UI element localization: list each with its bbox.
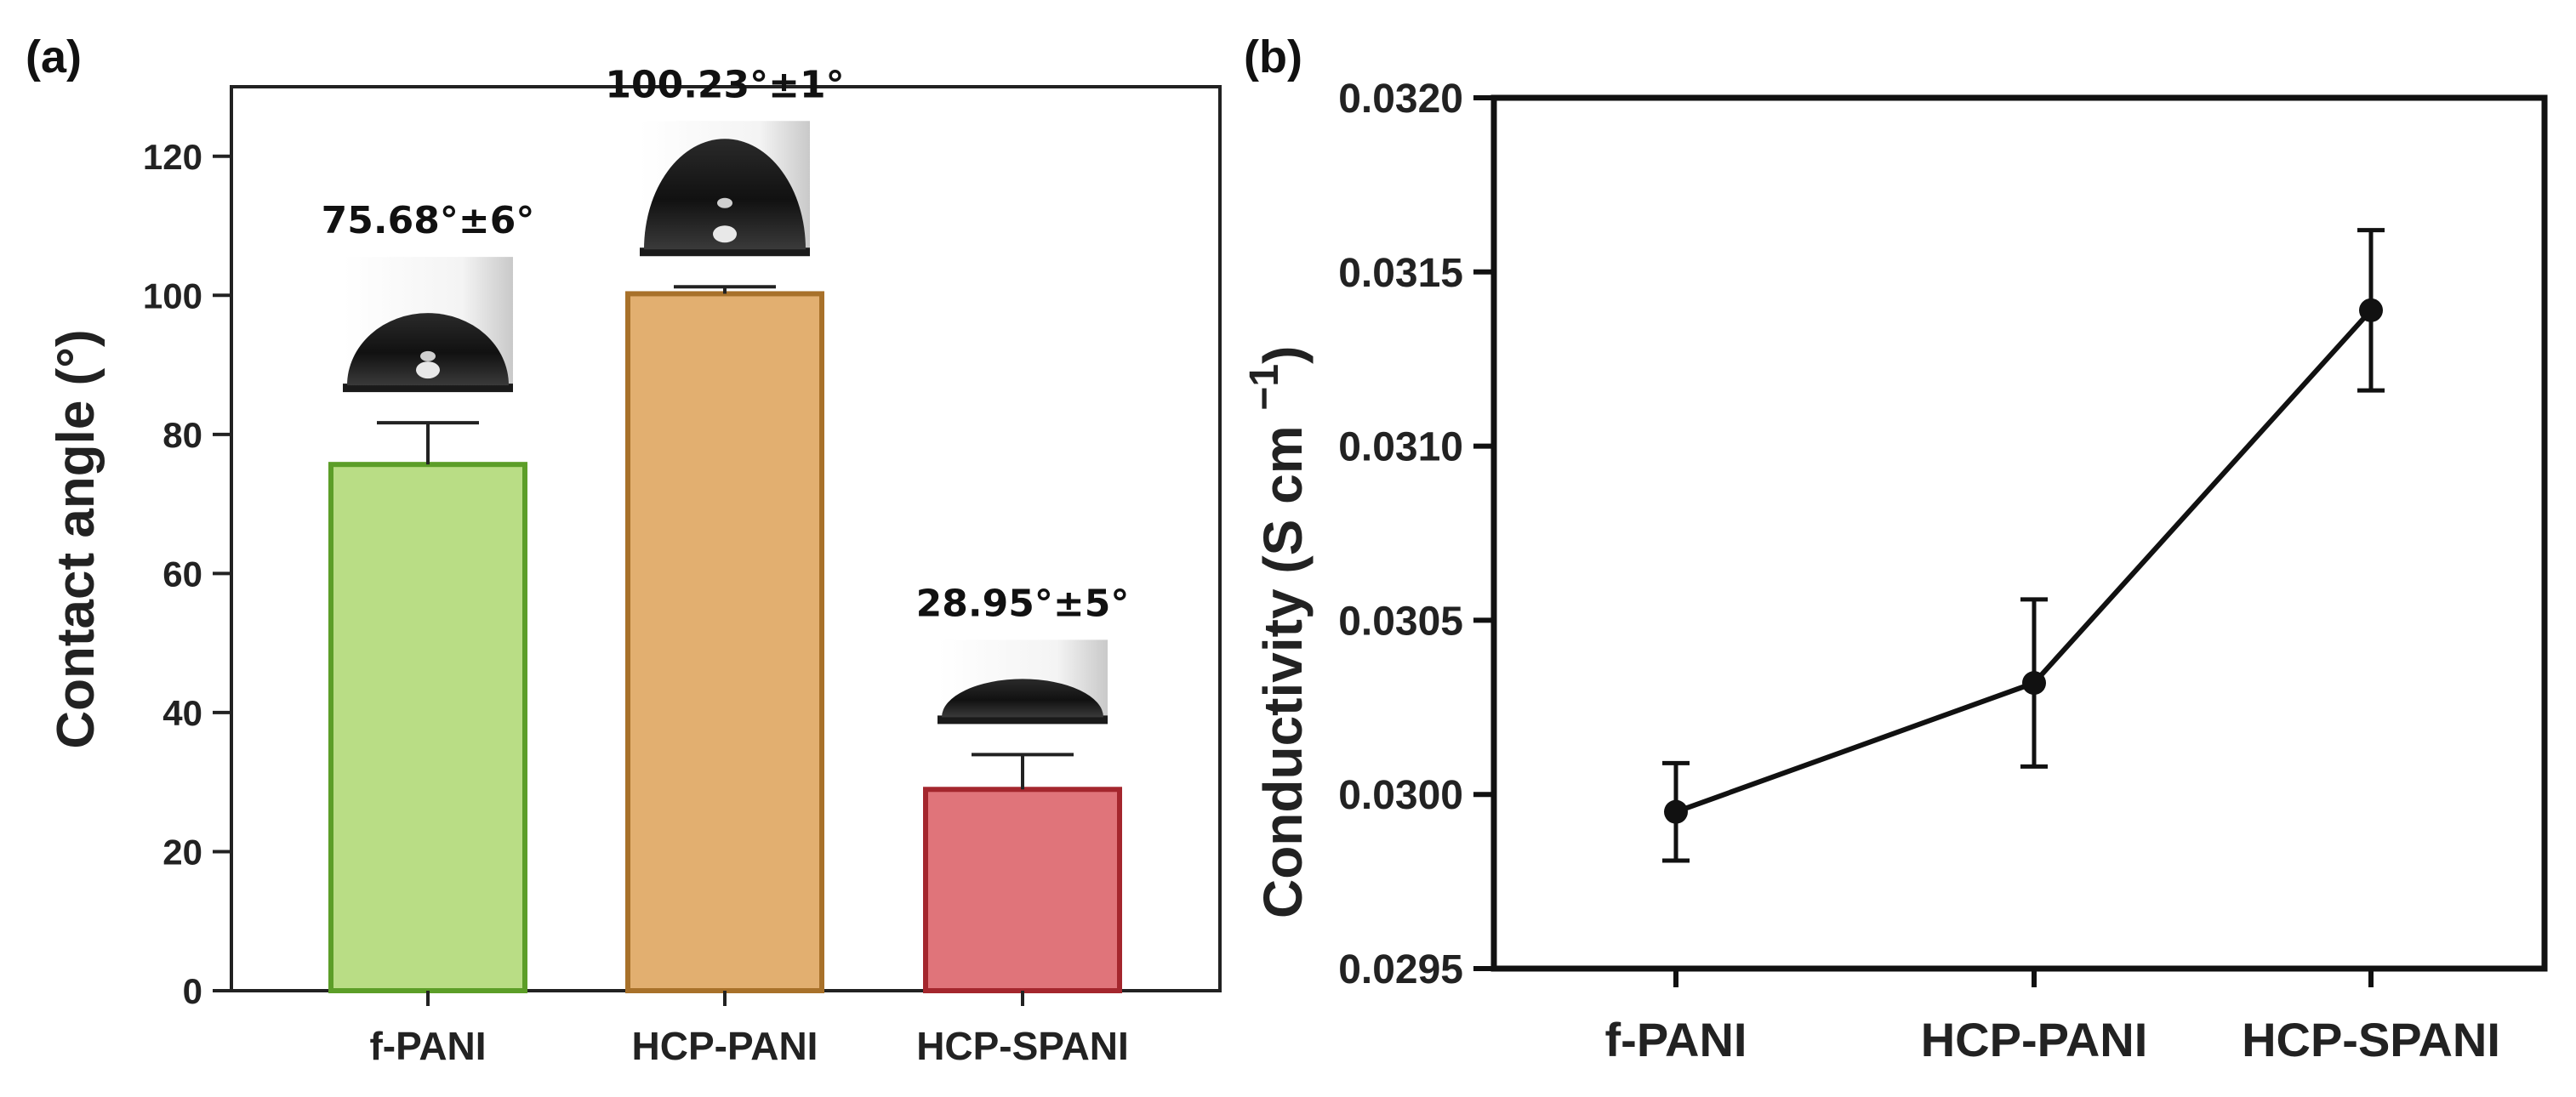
droplet-highlight — [717, 197, 732, 208]
droplet — [644, 139, 806, 250]
x-tick-label-a: HCP-SPANI — [916, 1024, 1129, 1068]
data-point — [1664, 799, 1688, 824]
y-tick-label-b: 0.0305 — [1338, 599, 1463, 644]
bar — [328, 462, 527, 993]
y-tick-label-b: 0.0320 — [1338, 77, 1463, 122]
data-label: 100.23°±1° — [605, 63, 844, 106]
y-axis-label-b-superscript: −1 — [1242, 364, 1287, 411]
droplet — [347, 313, 509, 386]
y-tick-label-a: 60 — [162, 554, 202, 594]
droplet-substrate — [343, 384, 513, 393]
y-axis-label-b: Conductivity (S cm −1) — [1242, 346, 1314, 918]
bar — [923, 787, 1122, 993]
droplet-image — [938, 639, 1108, 725]
y-tick-label-b: 0.0310 — [1338, 425, 1463, 470]
x-tick-label-b: f-PANI — [1605, 1013, 1747, 1066]
y-tick-label-b: 0.0295 — [1338, 947, 1463, 992]
y-axis-label-b-close: ) — [1252, 346, 1314, 364]
droplet-image — [343, 257, 513, 393]
y-tick-label-a: 20 — [162, 832, 202, 872]
y-tick-label-b: 0.0315 — [1338, 251, 1463, 296]
droplet-substrate — [938, 715, 1108, 725]
x-tick-label-b: HCP-SPANI — [2242, 1013, 2500, 1066]
droplet-highlight — [420, 350, 436, 361]
droplet-highlight — [416, 361, 440, 379]
x-tick-label-a: f-PANI — [369, 1024, 486, 1068]
y-tick-label-a: 100 — [143, 276, 202, 315]
data-point — [2022, 671, 2046, 696]
x-tick-label-a: HCP-PANI — [632, 1024, 818, 1068]
panel-b-conductivity-chart: 0.0295 0.0300 0.0305 0.0310 0.0315 0.0320 f-P… — [1242, 77, 2548, 1066]
y-tick-label-a: 40 — [162, 693, 202, 733]
bar — [625, 291, 824, 993]
x-tick-label-b: HCP-PANI — [1921, 1013, 2148, 1066]
y-axis-label-b-text: Conductivity (S cm — [1252, 411, 1314, 918]
droplet-image — [640, 121, 810, 257]
series-line — [1674, 308, 2374, 815]
y-axis-label-a: Contact angle (°) — [47, 329, 105, 748]
panel-label-a: (a) — [26, 31, 82, 82]
panel-a-contact-angle-chart: 0 20 40 60 80 100 120 f-PANI 75.68°±6° HCP-PANI 1… — [47, 63, 1222, 1068]
droplet-highlight — [713, 225, 737, 243]
data-point — [2359, 298, 2383, 322]
y-tick-label-a: 0 — [183, 971, 202, 1011]
y-tick-label-a: 120 — [143, 137, 202, 177]
panel-label-b: (b) — [1244, 31, 1302, 82]
y-tick-label-b: 0.0300 — [1338, 773, 1463, 818]
droplet — [942, 679, 1103, 718]
data-label: 28.95°±5° — [916, 582, 1130, 625]
y-tick-label-a: 80 — [162, 415, 202, 455]
droplet-substrate — [640, 247, 810, 257]
plot-frame-b — [1490, 94, 2548, 972]
data-label: 75.68°±6° — [322, 199, 535, 242]
